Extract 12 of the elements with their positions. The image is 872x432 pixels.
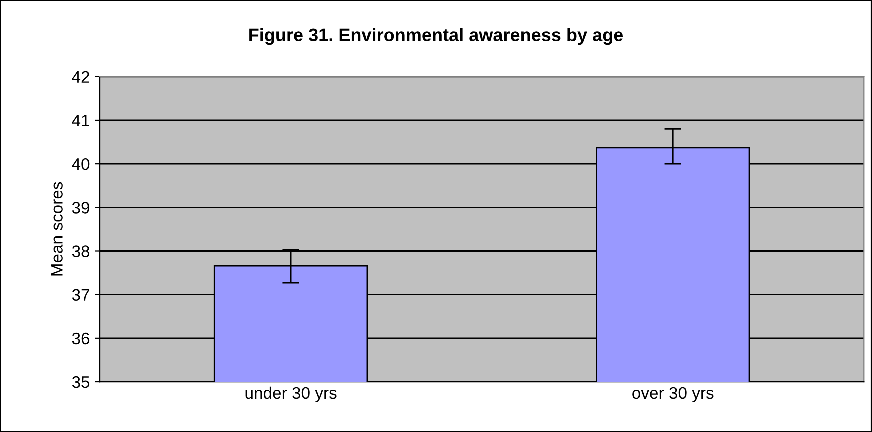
y-tick-label: 39 (72, 202, 90, 214)
y-tick-label: 36 (72, 332, 90, 345)
y-tick-label: 35 (72, 376, 90, 388)
y-tick-label: 41 (72, 115, 90, 127)
y-tick-label: 37 (72, 289, 90, 302)
y-axis-title: Mean scores (51, 182, 63, 276)
y-tick-label: 38 (72, 246, 90, 258)
x-tick-label: over 30 yrs (632, 387, 714, 402)
y-tick-label: 40 (72, 158, 90, 170)
y-tick-label: 42 (72, 71, 90, 83)
x-tick-label: under 30 yrs (246, 386, 337, 402)
chart-title: Figure 31. Environmental awareness by age (250, 28, 624, 46)
